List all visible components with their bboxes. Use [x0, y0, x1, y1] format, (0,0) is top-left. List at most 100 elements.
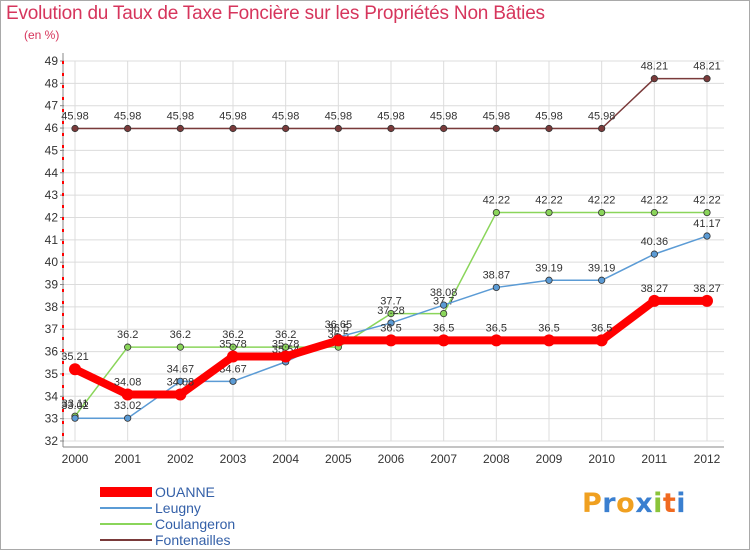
chart-subtitle: (en %)	[24, 28, 60, 42]
data-label: 36.5	[328, 322, 349, 334]
legend-item-leugny: Leugny	[100, 500, 235, 516]
data-label: 36.5	[591, 322, 612, 334]
data-point	[650, 208, 658, 217]
data-point	[703, 208, 711, 217]
data-point	[176, 343, 184, 351]
legend-label-coulangeron: Coulangeron	[155, 516, 236, 532]
data-point	[124, 124, 132, 133]
data-point	[387, 319, 395, 327]
data-label: 36.2	[222, 329, 243, 341]
legend-swatch-fontenailles	[100, 539, 152, 541]
y-tick-label: 48	[45, 76, 59, 90]
data-point	[71, 414, 79, 422]
data-point	[279, 350, 292, 363]
x-tick-label: 2008	[483, 452, 510, 466]
data-label: 37.7	[380, 296, 401, 308]
data-point	[332, 334, 345, 347]
data-label: 36.65	[325, 319, 353, 331]
y-tick-label: 45	[45, 143, 59, 157]
data-point	[703, 232, 711, 240]
data-point	[492, 124, 500, 133]
data-point	[650, 250, 658, 258]
data-label: 45.98	[588, 111, 616, 123]
data-label: 45.98	[61, 111, 89, 123]
data-label: 45.98	[114, 111, 142, 123]
y-tick-label: 33	[45, 412, 59, 426]
data-label: 36.5	[486, 322, 507, 334]
y-tick-label: 44	[45, 166, 59, 180]
data-point	[229, 124, 237, 133]
data-label: 34.08	[167, 377, 195, 389]
data-point	[543, 334, 555, 347]
data-label: 33.02	[61, 400, 89, 412]
data-point	[703, 75, 711, 83]
chart-title: Evolution du Taux de Taxe Foncière sur l…	[6, 3, 545, 24]
data-label: 42.22	[483, 195, 511, 207]
data-label: 35.78	[272, 339, 300, 351]
x-tick-label: 2005	[325, 452, 352, 466]
data-label: 36.5	[538, 322, 559, 334]
data-point	[71, 124, 79, 133]
legend: OUANNE Leugny Coulangeron Fontenailles	[100, 484, 235, 548]
data-point	[176, 124, 184, 133]
data-label: 40.36	[641, 236, 669, 248]
legend-label-fontenailles: Fontenailles	[155, 532, 231, 548]
data-label: 35.78	[219, 339, 247, 351]
y-tick-label: 49	[45, 54, 59, 68]
data-label: 34.08	[114, 377, 142, 389]
data-point	[598, 208, 606, 217]
y-tick-label: 34	[45, 389, 59, 403]
data-point	[124, 414, 132, 422]
data-label: 39.19	[588, 262, 616, 274]
logo-letter: P	[582, 488, 603, 519]
data-point	[545, 208, 553, 217]
data-label: 48.21	[693, 61, 721, 73]
x-tick-label: 2011	[641, 452, 667, 466]
data-label: 45.98	[167, 111, 195, 123]
data-point	[598, 124, 606, 133]
logo-letter: t	[662, 488, 677, 519]
data-label: 36.2	[275, 329, 296, 341]
data-point	[282, 124, 290, 133]
x-tick-label: 2002	[167, 452, 194, 466]
data-point	[545, 124, 553, 133]
y-tick-label: 32	[45, 434, 59, 448]
data-point	[598, 276, 606, 284]
logo-letter: o	[616, 488, 636, 519]
x-tick-label: 2010	[588, 452, 615, 466]
data-label: 39.19	[535, 262, 563, 274]
data-point	[385, 334, 397, 347]
data-point	[650, 75, 658, 83]
data-point	[229, 343, 237, 351]
data-point	[492, 208, 500, 217]
data-point	[440, 301, 448, 309]
logo-letter: i	[676, 488, 687, 519]
data-point	[648, 294, 661, 307]
data-point	[124, 343, 132, 351]
data-point	[176, 377, 184, 385]
data-label: 38.87	[483, 269, 511, 281]
data-point	[282, 343, 290, 351]
x-tick-label: 2000	[62, 452, 89, 466]
x-tick-label: 2007	[430, 452, 457, 466]
proxiti-logo: Proxiti	[582, 488, 686, 519]
data-point	[545, 276, 553, 284]
data-point	[440, 124, 448, 133]
data-point	[69, 363, 81, 376]
data-point	[387, 124, 395, 133]
legend-label-leugny: Leugny	[155, 500, 201, 516]
legend-item-fontenailles: Fontenailles	[100, 532, 235, 548]
legend-label-ouanne: OUANNE	[155, 484, 215, 500]
y-tick-label: 41	[45, 233, 59, 247]
legend-item-ouanne: OUANNE	[100, 484, 235, 500]
data-label: 45.98	[377, 111, 405, 123]
y-tick-label: 47	[45, 99, 59, 113]
x-tick-label: 2006	[378, 452, 405, 466]
data-label: 36.5	[380, 322, 401, 334]
data-point	[492, 283, 500, 292]
data-label: 42.22	[588, 195, 616, 207]
data-point	[334, 124, 342, 133]
y-tick-label: 37	[45, 322, 59, 336]
